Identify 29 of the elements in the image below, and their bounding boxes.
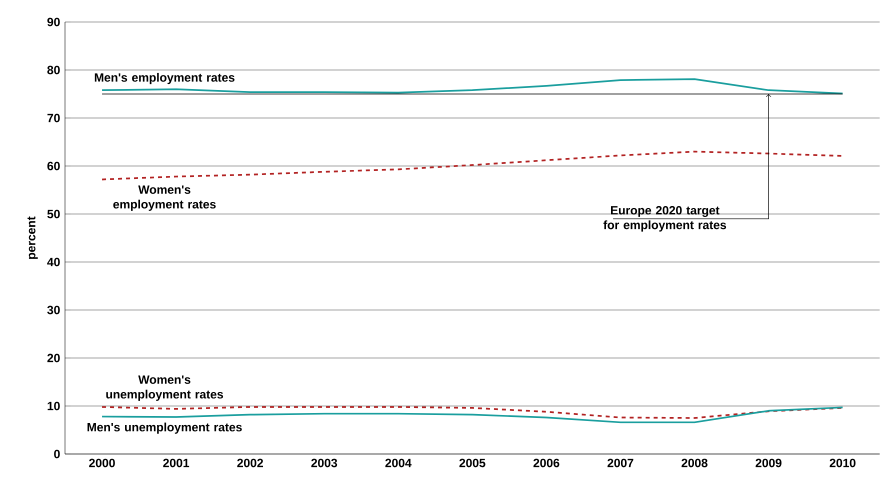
series-label: Women's employment rates — [113, 185, 216, 211]
series-label: Women's unemployment rates — [106, 376, 224, 401]
y-tick-label: 30 — [47, 306, 60, 314]
x-tick-label: 2006 — [533, 458, 560, 468]
x-tick-label: 2008 — [682, 458, 708, 468]
x-tick-label: 2007 — [608, 458, 634, 468]
y-tick-label: 70 — [47, 114, 60, 122]
y-tick-label: 0 — [54, 450, 60, 458]
x-tick-label: 2002 — [237, 458, 264, 468]
x-tick-label: 2009 — [756, 458, 782, 468]
ref-line-label: Europe 2020 target for employment rates — [603, 206, 726, 232]
y-tick-label: 90 — [47, 18, 60, 26]
y-tick-label: 20 — [47, 354, 60, 362]
y-axis-title: percent — [27, 216, 38, 259]
y-tick-label: 10 — [48, 402, 60, 410]
x-tick-label: 2000 — [89, 458, 115, 468]
line-series — [101, 150, 844, 180]
series-label: Men's employment rates — [94, 72, 234, 84]
x-tick-label: 2003 — [311, 458, 338, 468]
series-label: Men's unemployment rates — [88, 422, 242, 434]
x-tick-label: 2005 — [459, 458, 486, 468]
line-series — [101, 406, 844, 424]
y-tick-label: 80 — [47, 66, 60, 74]
y-tick-label: 60 — [47, 162, 60, 170]
x-tick-label: 2010 — [830, 458, 856, 468]
x-tick-label: 2001 — [163, 458, 190, 468]
y-tick-label: 50 — [47, 210, 60, 218]
y-tick-label: 40 — [47, 258, 60, 266]
x-tick-label: 2004 — [385, 458, 412, 468]
